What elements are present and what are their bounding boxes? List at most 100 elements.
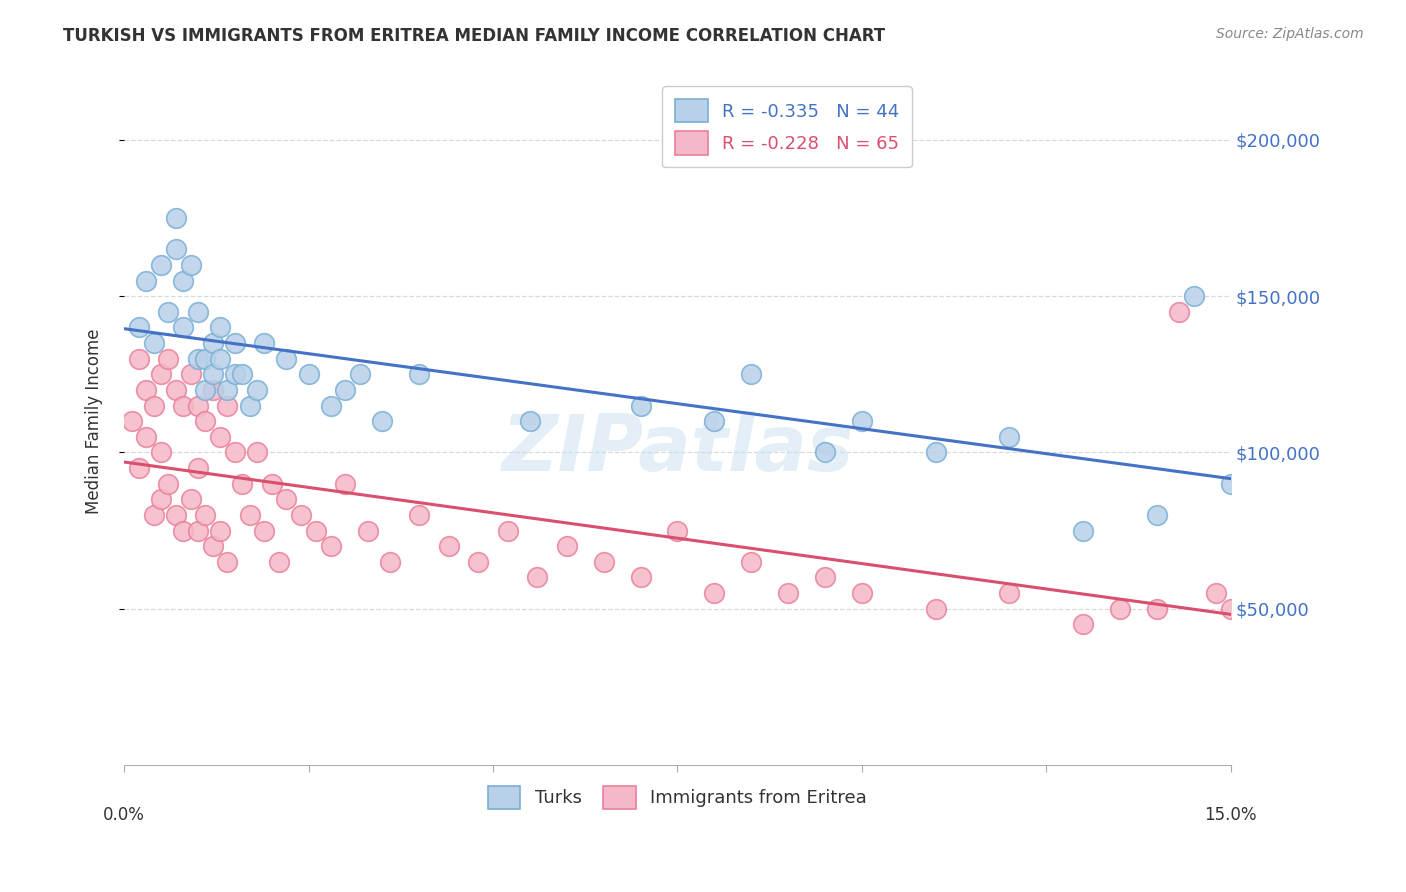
Text: 0.0%: 0.0% — [103, 805, 145, 823]
Point — [924, 601, 946, 615]
Point — [319, 399, 342, 413]
Point — [180, 258, 202, 272]
Point — [851, 414, 873, 428]
Point — [238, 399, 260, 413]
Point — [666, 524, 689, 538]
Point — [778, 586, 800, 600]
Point — [924, 445, 946, 459]
Point — [165, 242, 187, 256]
Point — [217, 555, 239, 569]
Point — [201, 336, 224, 351]
Point — [231, 476, 253, 491]
Point — [740, 368, 762, 382]
Point — [998, 430, 1021, 444]
Point — [180, 368, 202, 382]
Point — [224, 368, 246, 382]
Point — [135, 383, 157, 397]
Point — [703, 414, 725, 428]
Point — [408, 368, 430, 382]
Point — [224, 336, 246, 351]
Point — [150, 258, 173, 272]
Point — [128, 351, 150, 366]
Point — [630, 399, 652, 413]
Point — [201, 368, 224, 382]
Point — [208, 524, 231, 538]
Point — [150, 445, 173, 459]
Point — [246, 445, 269, 459]
Point — [201, 383, 224, 397]
Point — [1109, 601, 1132, 615]
Point — [851, 586, 873, 600]
Point — [150, 368, 173, 382]
Point — [378, 555, 401, 569]
Point — [349, 368, 371, 382]
Point — [703, 586, 725, 600]
Point — [267, 555, 290, 569]
Point — [194, 508, 217, 522]
Point — [231, 368, 253, 382]
Point — [290, 508, 312, 522]
Point — [172, 524, 194, 538]
Point — [187, 524, 209, 538]
Point — [1146, 601, 1168, 615]
Point — [135, 274, 157, 288]
Point — [246, 383, 269, 397]
Point — [814, 445, 837, 459]
Point — [592, 555, 614, 569]
Point — [165, 211, 187, 225]
Point — [1071, 617, 1094, 632]
Point — [172, 274, 194, 288]
Point — [157, 305, 180, 319]
Point — [371, 414, 394, 428]
Point — [135, 430, 157, 444]
Point — [319, 539, 342, 553]
Point — [1219, 601, 1241, 615]
Point — [208, 430, 231, 444]
Point — [526, 570, 548, 584]
Point — [630, 570, 652, 584]
Point — [1146, 508, 1168, 522]
Point — [208, 351, 231, 366]
Point — [740, 555, 762, 569]
Point — [437, 539, 460, 553]
Point — [208, 320, 231, 334]
Point — [335, 476, 357, 491]
Point — [194, 414, 217, 428]
Point — [496, 524, 519, 538]
Point — [519, 414, 541, 428]
Text: 15.0%: 15.0% — [1205, 805, 1257, 823]
Point — [142, 508, 165, 522]
Text: Source: ZipAtlas.com: Source: ZipAtlas.com — [1216, 27, 1364, 41]
Point — [194, 351, 217, 366]
Point — [187, 305, 209, 319]
Point — [1071, 524, 1094, 538]
Point — [187, 461, 209, 475]
Point — [297, 368, 319, 382]
Point — [253, 524, 276, 538]
Point — [187, 399, 209, 413]
Point — [555, 539, 578, 553]
Point — [157, 476, 180, 491]
Point — [172, 399, 194, 413]
Point — [467, 555, 489, 569]
Point — [217, 383, 239, 397]
Point — [150, 492, 173, 507]
Legend: Turks, Immigrants from Eritrea: Turks, Immigrants from Eritrea — [479, 776, 876, 818]
Point — [260, 476, 283, 491]
Point — [238, 508, 260, 522]
Point — [128, 461, 150, 475]
Point — [276, 492, 298, 507]
Point — [335, 383, 357, 397]
Point — [165, 383, 187, 397]
Point — [224, 445, 246, 459]
Point — [187, 351, 209, 366]
Point — [356, 524, 378, 538]
Point — [165, 508, 187, 522]
Point — [172, 320, 194, 334]
Point — [1219, 476, 1241, 491]
Point — [180, 492, 202, 507]
Point — [253, 336, 276, 351]
Point — [142, 399, 165, 413]
Point — [276, 351, 298, 366]
Y-axis label: Median Family Income: Median Family Income — [86, 328, 103, 514]
